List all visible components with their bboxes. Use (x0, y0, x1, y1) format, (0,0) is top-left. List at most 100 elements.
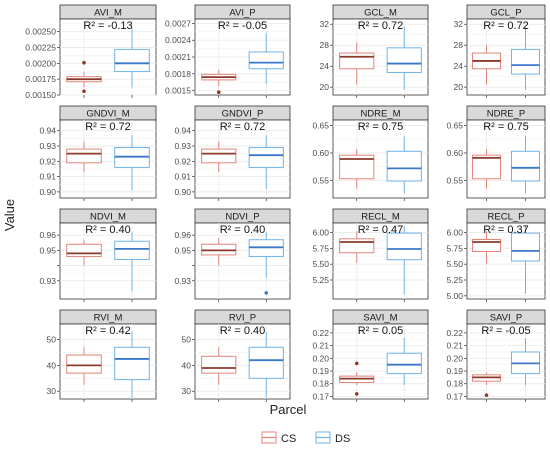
y-tick-label: 0.95 (174, 245, 191, 255)
y-tick-label: 40 (182, 360, 192, 370)
y-tick-label: 5.75 (312, 243, 329, 253)
y-tick-label: 6.00 (312, 228, 329, 238)
box-iqr (201, 355, 237, 374)
outlier-point (216, 90, 221, 95)
legend: CS DS (261, 431, 350, 445)
box-cs (201, 347, 237, 385)
box-iqr (386, 47, 422, 73)
y-tick-label: 20 (320, 82, 330, 92)
box-ds (510, 226, 541, 294)
r-squared-annotation: R² = -0.05 (218, 20, 267, 32)
x-axis-label: Parcel (270, 402, 307, 417)
box-iqr (386, 232, 422, 261)
box-ds (248, 135, 284, 189)
r-squared-annotation: R² = -0.05 (481, 325, 530, 337)
y-tick-label: 0.00150 (25, 90, 56, 100)
box-iqr (114, 346, 150, 381)
y-tick-label: 0.55 (312, 175, 329, 185)
y-tick-label: 0.21 (312, 341, 329, 351)
facet-title: RVI_M (94, 313, 123, 324)
box-cs (471, 231, 502, 264)
box-iqr (66, 354, 102, 374)
facet-title: NDVI_M (90, 212, 126, 223)
panel-background (466, 323, 546, 400)
y-tick-label: 0.93 (39, 141, 56, 151)
y-tick-label: 0.21 (446, 341, 463, 351)
box-iqr (471, 154, 502, 180)
y-axis-label: Value (2, 199, 17, 231)
y-tick-label: 28 (320, 40, 330, 50)
y-tick-label: 0.90 (174, 187, 191, 197)
box-ds (114, 232, 150, 292)
y-tick-label: 0.93 (174, 276, 191, 286)
y-tick-label: 0.20 (446, 353, 463, 363)
r-squared-annotation: R² = 0.40 (85, 224, 131, 236)
panel-ndre-m: NDRE_M 0.55 0.60 0.65 R² = 0.75 (312, 105, 429, 201)
y-tick-label: 0.00225 (25, 43, 56, 53)
facet-title: NDRE_P (487, 109, 526, 120)
y-tick-label: 5.00 (446, 291, 463, 301)
panel-rvi-m: RVI_M 30 40 50 R² = 0.42 (47, 309, 157, 402)
r-squared-annotation: R² = -0.13 (83, 20, 132, 32)
y-tick-label: 0.0018 (165, 69, 191, 79)
y-tick-label: 0.93 (39, 276, 56, 286)
y-tick-label: 0.0015 (165, 86, 191, 96)
panel-background (59, 222, 157, 300)
y-tick-label: 0.60 (446, 148, 463, 158)
legend-label: DS (335, 433, 350, 445)
box-iqr (248, 51, 284, 70)
y-tick-label: 5.25 (312, 275, 329, 285)
box-iqr (248, 346, 284, 379)
box-ds (510, 337, 541, 386)
panel-recl-m: RECL_M 5.25 5.50 5.75 6.00 R² = 0.47 (312, 208, 429, 302)
panel-gndvi-m: GNDVI_M 0.90 0.91 0.92 0.93 0.94 R² = 0.72 (39, 105, 157, 201)
box-iqr (66, 148, 102, 164)
box-iqr (386, 352, 422, 375)
y-tick-label: 0.96 (39, 230, 56, 240)
r-squared-annotation: R² = 0.72 (220, 121, 266, 133)
legend-item-cs: CS (261, 431, 296, 445)
y-tick-label: 0.92 (39, 156, 56, 166)
outlier-point (354, 392, 359, 396)
y-tick-label: 0.18 (312, 379, 329, 389)
box-cs (201, 141, 237, 172)
y-tick-label: 6.00 (446, 228, 463, 238)
y-tick-label: 0.00200 (25, 58, 56, 68)
y-tick-label: 0.17 (446, 391, 463, 401)
y-tick-label: 0.55 (446, 175, 463, 185)
y-tick-label: 24 (320, 61, 330, 71)
y-tick-label: 0.92 (174, 156, 191, 166)
box-iqr (114, 240, 150, 260)
panel-gcl-m: GCL_M 20 24 28 32 R² = 0.72 (320, 4, 429, 98)
box-cs (339, 231, 375, 263)
y-tick-label: 0.94 (174, 126, 191, 136)
y-tick-label: 0.00175 (25, 74, 56, 84)
box-cs (66, 141, 102, 172)
box-cs (471, 45, 502, 85)
outlier-point (82, 60, 86, 65)
box-cs (66, 239, 102, 266)
y-tick-label: 20 (454, 82, 464, 92)
box-ds (386, 226, 422, 294)
y-tick-label: 0.00250 (25, 27, 56, 37)
y-tick-label: 0.96 (174, 230, 191, 240)
box-ds (114, 331, 150, 398)
facet-title: GNDVI_P (222, 109, 264, 120)
box-iqr (510, 48, 541, 75)
r-squared-annotation: R² = 0.72 (358, 20, 404, 32)
box-ds (510, 135, 541, 194)
y-tick-label: 0.65 (312, 120, 329, 130)
box-cs (66, 60, 102, 93)
box-ds (386, 26, 422, 90)
box-ds (386, 136, 422, 194)
panel-gndvi-p: GNDVI_P 0.90 0.91 0.92 0.93 0.94 R² = 0.72 (174, 105, 291, 201)
facet-title: RECL_P (488, 212, 525, 223)
box-iqr (248, 147, 284, 168)
facet-title: RVI_P (229, 313, 256, 324)
outlier-point (264, 291, 269, 295)
box-cs (471, 372, 502, 397)
y-tick-label: 0.91 (39, 172, 56, 182)
box-cs (339, 149, 375, 189)
box-cs (66, 347, 102, 385)
r-squared-annotation: R² = 0.40 (220, 224, 266, 236)
